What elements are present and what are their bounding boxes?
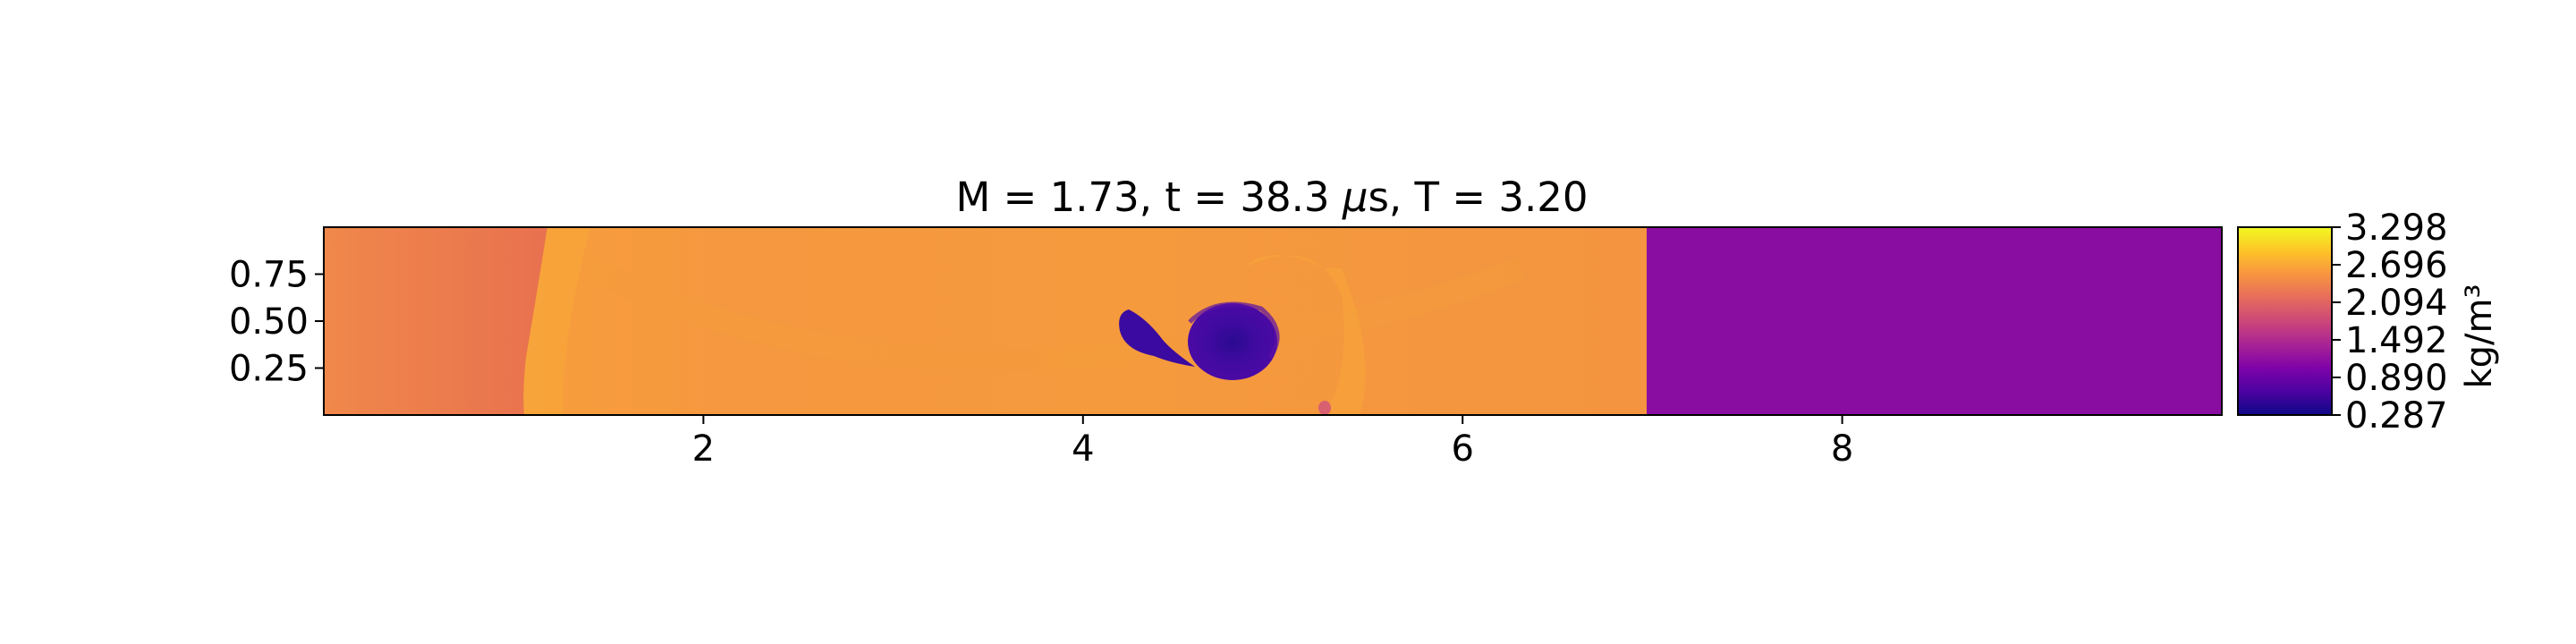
x-tick-label: 4 (1072, 428, 1094, 470)
x-tick-label: 6 (1451, 428, 1473, 470)
colorbar-tick-label: 0.890 (2345, 358, 2448, 399)
colorbar-tick-label: 3.298 (2345, 208, 2448, 249)
swirl-arm (1243, 255, 1366, 415)
colorbar-tick-label: 1.492 (2345, 320, 2448, 361)
contact-surface-band (523, 227, 590, 415)
x-tick-label: 8 (1831, 428, 1853, 470)
x-tick-label: 2 (692, 428, 715, 470)
y-tick-label: 0.50 (229, 301, 309, 343)
vortex-ring (1188, 301, 1280, 360)
vortex-core (1188, 303, 1277, 380)
x-axis: 2 4 6 8 (692, 415, 1853, 470)
left-driver-region (324, 227, 547, 415)
reflected-wave-band (585, 257, 1525, 372)
vortex-tail (1119, 309, 1195, 367)
colorbar-label: kg/m³ (2459, 284, 2500, 388)
chart-title: M = 1.73, t = 38.3 µs, T = 3.20 (955, 174, 1588, 221)
y-tick-label: 0.75 (229, 255, 309, 296)
y-axis: 0.25 0.50 0.75 (229, 255, 324, 390)
colorbar-gradient (2237, 226, 2333, 416)
secondary-blob (1318, 401, 1331, 415)
y-tick-label: 0.25 (229, 349, 309, 390)
colorbar-tick-label: 2.094 (2345, 283, 2448, 324)
density-field (324, 227, 2222, 415)
colorbar-tick-label: 2.696 (2345, 245, 2448, 286)
colorbar-tick-label: 0.287 (2345, 395, 2448, 436)
unshocked-gas-region (1647, 227, 2222, 415)
